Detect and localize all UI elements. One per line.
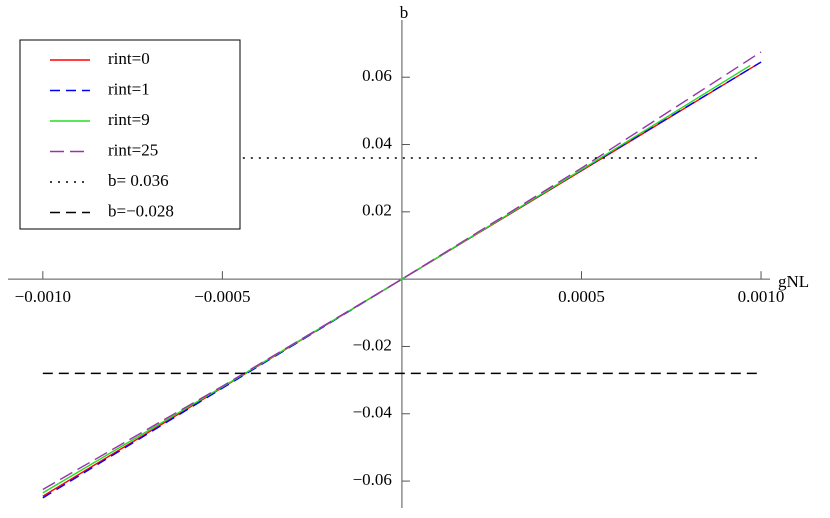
legend-box (19, 39, 241, 230)
x-tick-label: 0.0010 (738, 287, 785, 306)
y-tick-label: −0.06 (353, 470, 392, 489)
legend-label: rint=25 (108, 140, 158, 159)
series-line (42, 64, 751, 494)
y-tick-label: 0.02 (362, 201, 392, 220)
legend-label: b= 0.036 (108, 171, 169, 190)
x-tick-label: 0.0005 (558, 287, 605, 306)
y-tick-label: 0.06 (362, 66, 392, 85)
y-tick-label: −0.04 (353, 403, 393, 422)
y-axis-label: b (400, 3, 409, 22)
legend-label: rint=1 (108, 79, 150, 98)
legend-label: rint=9 (108, 110, 150, 129)
x-axis-label: gNL (778, 272, 809, 291)
x-tick-label: −0.0005 (194, 287, 250, 306)
y-tick-label: 0.04 (362, 133, 392, 152)
x-tick-label: −0.0010 (15, 287, 71, 306)
legend-label: b=−0.028 (108, 201, 174, 220)
legend-label: rint=0 (108, 49, 150, 68)
y-tick-label: −0.02 (353, 335, 392, 354)
